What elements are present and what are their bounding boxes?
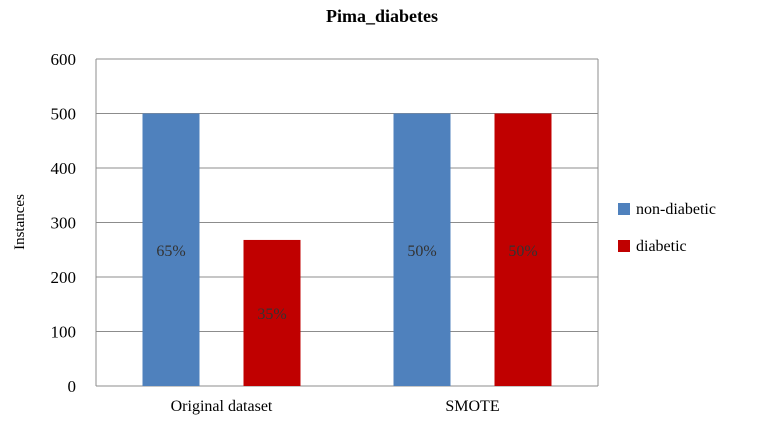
- bars: [142, 113, 552, 386]
- y-tick-label: 500: [51, 105, 77, 124]
- data-label: 65%: [156, 243, 185, 260]
- data-labels: 65% 35% 50% 50%: [156, 243, 537, 323]
- bar-diabetic-1: [494, 113, 552, 386]
- data-label: 50%: [508, 243, 537, 260]
- legend-label: non-diabetic: [636, 201, 716, 218]
- y-tick-label: 200: [51, 268, 77, 287]
- y-tick-labels: 0 100 200 300 400 500 600: [51, 50, 77, 396]
- y-tick-label: 300: [51, 214, 77, 233]
- x-category-label: SMOTE: [445, 398, 499, 415]
- bar-non-diabetic-1: [393, 113, 451, 386]
- y-tick-label: 100: [51, 323, 77, 342]
- data-label: 35%: [257, 306, 286, 323]
- legend-swatch: [618, 203, 630, 215]
- legend-swatch: [618, 240, 630, 252]
- y-tick-label: 600: [51, 50, 77, 69]
- x-category-label: Original dataset: [171, 398, 273, 415]
- chart-title: Pima_diabetes: [326, 6, 438, 26]
- data-label: 50%: [407, 243, 436, 260]
- category-labels: Original dataset SMOTE: [171, 398, 500, 415]
- legend: non-diabetic diabetic: [618, 201, 716, 255]
- y-axis-label: Instances: [12, 194, 28, 250]
- legend-label: diabetic: [636, 238, 687, 255]
- y-tick-label: 0: [68, 377, 77, 396]
- y-tick-label: 400: [51, 159, 77, 178]
- bar-diabetic-0: [243, 239, 301, 386]
- bar-non-diabetic-0: [142, 113, 200, 386]
